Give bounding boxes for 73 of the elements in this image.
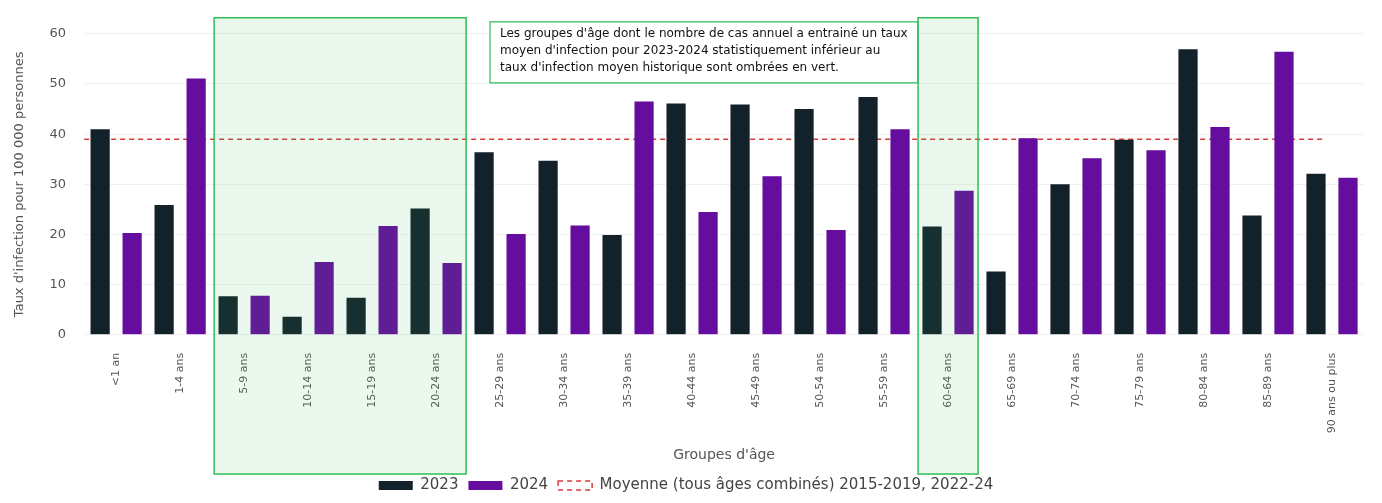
- bar: [602, 234, 622, 335]
- bar: [186, 78, 206, 335]
- x-tick-label: 45-49 ans: [748, 352, 762, 408]
- bar: [1306, 173, 1326, 335]
- bar: [666, 103, 686, 335]
- y-tick-label: 40: [49, 125, 67, 141]
- bar: [890, 129, 910, 335]
- bar: [1114, 139, 1134, 335]
- x-tick-label: 40-44 ans: [684, 352, 698, 408]
- x-tick-label: 60-64 ans: [940, 352, 954, 408]
- bar: [378, 225, 398, 335]
- y-tick-label: 60: [49, 25, 67, 41]
- bar: [90, 129, 110, 335]
- bar: [1178, 49, 1198, 335]
- bar: [1274, 51, 1294, 335]
- bar: [1082, 158, 1102, 335]
- x-tick-label: 35-39 ans: [620, 352, 634, 408]
- x-tick-label: <1 an: [109, 352, 122, 387]
- bar: [218, 296, 238, 335]
- annotation: Les groupes d'âge dont le nombre de cas annuel a entrainé un taux moyen d'infection pour 2023-2024 statistiquement inférieur au taux d'infection moyen historique sont ombrées en vert.: [500, 25, 908, 74]
- bar: [858, 97, 878, 335]
- legend-label: 2023: [420, 475, 459, 494]
- bar: [698, 211, 718, 335]
- bar: [154, 204, 174, 335]
- bar: [762, 176, 782, 335]
- x-tick-label: 70-74 ans: [1068, 352, 1082, 408]
- x-tick-label: 65-69 ans: [1004, 352, 1018, 408]
- bar: [986, 271, 1006, 335]
- x-tick-label: 30-34 ans: [556, 352, 570, 408]
- bar: [1018, 138, 1038, 335]
- x-tick-label: 20-24 ans: [428, 352, 442, 408]
- bar: [410, 208, 430, 335]
- bar: [122, 232, 142, 335]
- x-tick-label: 90 ans ou plus: [1324, 352, 1338, 434]
- x-tick-label: 80-84 ans: [1196, 352, 1210, 408]
- x-axis-title: Groupes d'âge: [673, 446, 775, 463]
- bar: [1050, 184, 1070, 335]
- bar: [250, 295, 270, 335]
- bar: [1210, 127, 1230, 335]
- x-tick-label: 75-79 ans: [1132, 352, 1146, 408]
- bar: [282, 316, 302, 335]
- x-tick-label: 55-59 ans: [876, 352, 890, 408]
- y-tick-label: 0: [57, 326, 67, 342]
- x-tick-label: 25-29 ans: [492, 352, 506, 408]
- x-tick-label: 10-14 ans: [300, 352, 314, 408]
- bar: [922, 226, 942, 335]
- bar: [538, 160, 558, 335]
- bar: [1338, 177, 1358, 335]
- bar: [794, 109, 814, 335]
- bar: [506, 233, 526, 335]
- x-tick-label: 50-54 ans: [812, 352, 826, 408]
- bar: [1146, 150, 1166, 335]
- legend-label: Moyenne (tous âges combinés) 2015-2019, 2022-24: [599, 475, 994, 494]
- y-tick-label: 20: [49, 225, 67, 241]
- bar: [954, 190, 974, 335]
- bar: [346, 297, 366, 335]
- bar: [570, 225, 590, 335]
- bar: [730, 104, 750, 335]
- y-axis-title: Taux d'infection pour 100 000 personnes: [11, 51, 27, 319]
- bar: [442, 263, 462, 335]
- legend-label: 2024: [509, 475, 549, 494]
- bar: [314, 262, 334, 335]
- bar: [826, 229, 846, 335]
- x-tick-label: 85-89 ans: [1260, 352, 1274, 408]
- x-tick-label: 1-4 ans: [172, 352, 186, 394]
- y-tick-label: 30: [49, 175, 67, 191]
- bar: [1242, 215, 1262, 335]
- y-tick-label: 50: [49, 75, 67, 91]
- bar: [474, 152, 494, 335]
- bar: [634, 101, 654, 335]
- y-tick-label: 10: [49, 276, 67, 292]
- x-tick-label: 5-9 ans: [236, 352, 250, 394]
- x-tick-label: 15-19 ans: [364, 352, 378, 408]
